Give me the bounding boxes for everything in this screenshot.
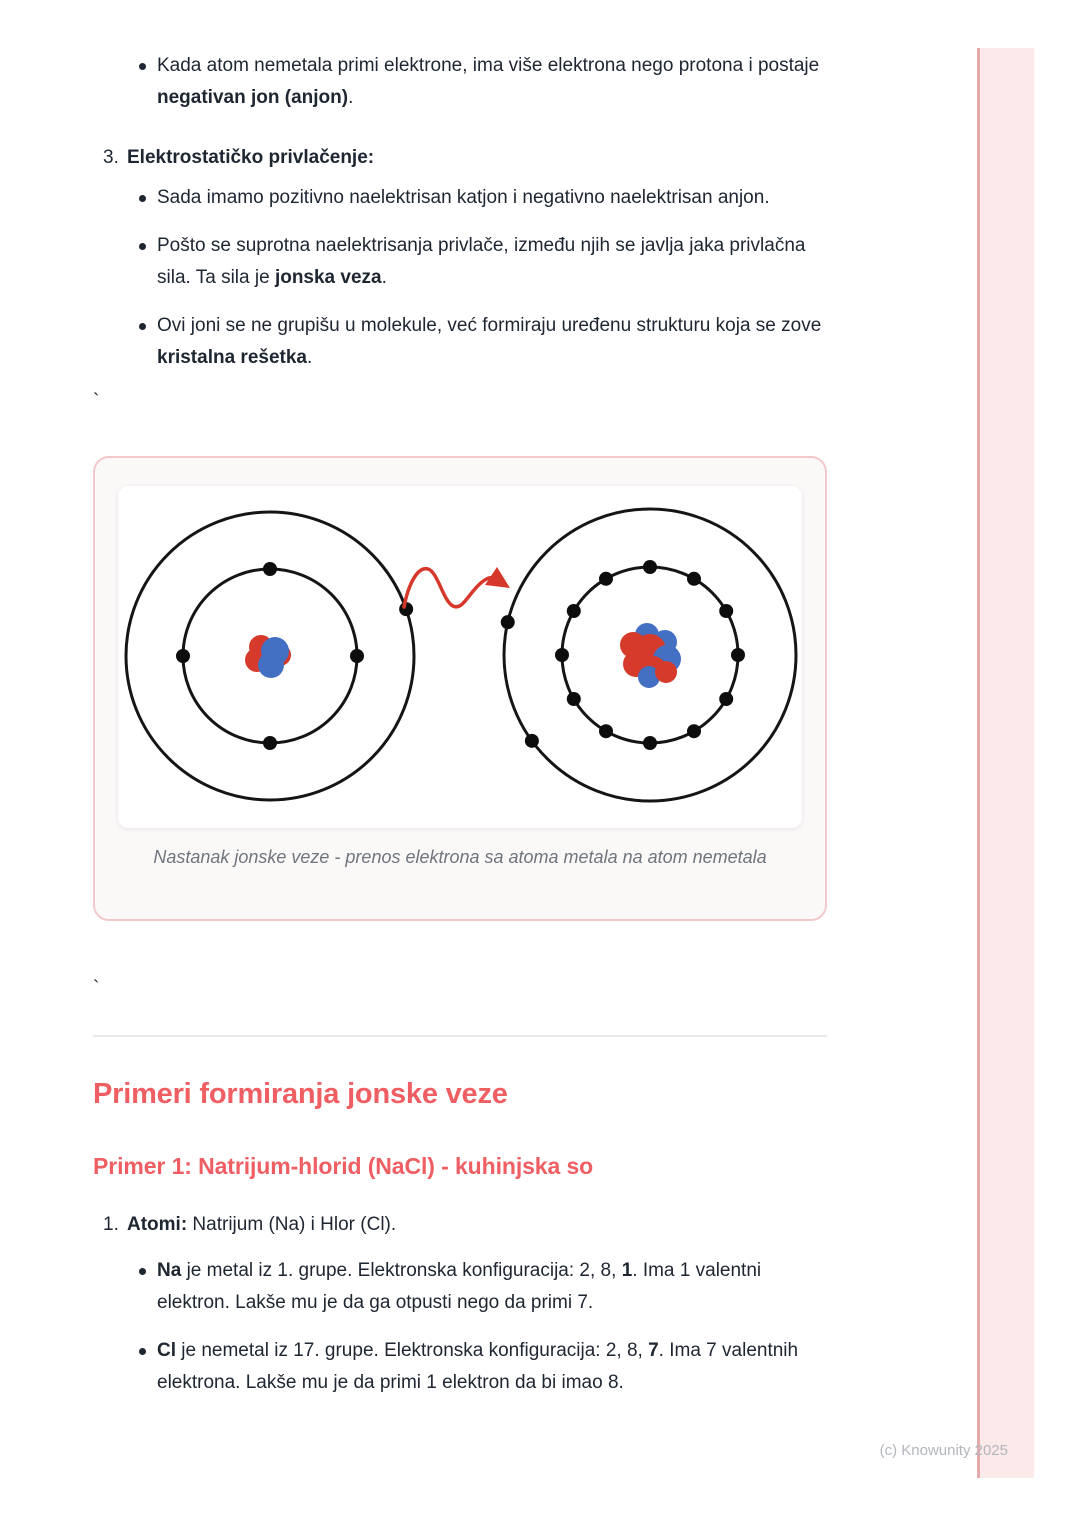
list-item: Ovi joni se ne grupišu u molekule, već f… <box>93 310 827 374</box>
electron <box>566 692 581 706</box>
list-item: Sada imamo pozitivno naelektrisan katjon… <box>93 182 827 214</box>
electron <box>719 604 734 618</box>
electron <box>555 648 569 662</box>
bullet-list-top: Kada atom nemetala primi elektrone, ima … <box>93 50 827 114</box>
watermark: (c) Knowunity 2025 <box>879 1442 1008 1459</box>
item-text: Natrijum (Na) i Hlor (Cl). <box>187 1214 397 1235</box>
section-divider <box>93 1035 827 1037</box>
subsection-heading: Primer 1: Natrijum-hlorid (NaCl) - kuhin… <box>93 1153 594 1179</box>
electron <box>263 562 277 576</box>
nucleus-particle <box>655 661 677 683</box>
electron <box>176 649 190 663</box>
arrowhead-icon <box>485 567 510 588</box>
bullet-text: Sada imamo pozitivno naelektrisan katjon… <box>157 187 770 208</box>
bullet-text: Ovi joni se ne grupišu u molekule, već f… <box>157 315 822 336</box>
bullet-text-bold: 1 <box>621 1260 633 1281</box>
bullet-text: je metal iz 1. grupe. Elektronska konfig… <box>181 1260 622 1281</box>
bullet-text: . <box>348 87 354 108</box>
stray-backtick: ` <box>93 978 100 999</box>
section-heading: Primeri formiranja jonske veze <box>93 1078 508 1110</box>
list-item: Pošto se suprotna naelektrisanja privlač… <box>93 230 827 294</box>
electron-shell <box>502 507 798 803</box>
electron <box>599 571 613 586</box>
bullet-text-bold: 7 <box>648 1340 659 1361</box>
figure-card: Nastanak jonske veze - prenos elektrona … <box>93 456 827 921</box>
figure-caption: Nastanak jonske veze - prenos elektrona … <box>153 847 767 867</box>
item-number: 1. <box>103 1214 119 1235</box>
ionic-bond-diagram <box>118 486 802 828</box>
electron <box>731 648 745 662</box>
list-item: Cl je nemetal iz 17. grupe. Elektronska … <box>93 1335 827 1399</box>
nucleus-particle <box>638 666 660 688</box>
right-margin-highlight-bar <box>977 48 1034 1478</box>
nucleus-particle <box>258 652 284 678</box>
bullet-text: Kada atom nemetala primi elektrone, ima … <box>157 55 820 76</box>
electron <box>643 560 657 574</box>
bullet-list-example1: Na je metal iz 1. grupe. Elektronska kon… <box>93 1255 827 1399</box>
bullet-text: . Ima 7 valentnih elektrona. Lakše mu je… <box>157 1340 799 1393</box>
bullet-text-bold: kristalna rešetka <box>157 347 307 368</box>
electron <box>687 571 701 586</box>
bullet-text-bold: jonska veza <box>274 267 382 288</box>
bullet-text-bold: negativan jon (anjon) <box>157 87 349 108</box>
document-page: Kada atom nemetala primi elektrone, ima … <box>93 0 827 1399</box>
numbered-item-3: 3. Elektrostatičko privlačenje: <box>93 142 827 174</box>
bullet-text: . Ima 1 valentni elektron. Lakše mu je d… <box>157 1260 762 1313</box>
electron <box>643 736 657 750</box>
item-number: 3. <box>103 147 119 168</box>
bullet-text-bold: Cl <box>157 1340 176 1361</box>
electron-shell <box>124 510 416 802</box>
list-item: Kada atom nemetala primi elektrone, ima … <box>93 50 827 114</box>
electron <box>500 615 515 630</box>
electron <box>599 724 613 739</box>
list-item: Na je metal iz 1. grupe. Elektronska kon… <box>93 1255 827 1319</box>
electron <box>350 649 364 663</box>
electron <box>263 736 277 750</box>
bullet-list-step3: Sada imamo pozitivno naelektrisan katjon… <box>93 182 827 374</box>
bullet-text: je nemetal iz 17. grupe. Elektronska kon… <box>176 1340 649 1361</box>
electron-transfer-arrow <box>402 567 496 609</box>
bullet-text: . <box>381 267 387 288</box>
bullet-text: . <box>307 347 313 368</box>
bullet-text-bold: Na <box>157 1260 182 1281</box>
numbered-item-1: 1. Atomi: Natrijum (Na) i Hlor (Cl). <box>93 1209 827 1241</box>
bullet-text: Pošto se suprotna naelektrisanja privlač… <box>157 235 806 288</box>
electron <box>566 604 581 618</box>
ionic-bond-svg <box>124 507 798 803</box>
item-title: Atomi: <box>127 1214 188 1235</box>
item-title: Elektrostatičko privlačenje: <box>127 147 375 168</box>
stray-backtick: ` <box>93 391 100 412</box>
electron <box>687 724 701 739</box>
electron <box>524 733 539 748</box>
electron <box>719 692 734 706</box>
